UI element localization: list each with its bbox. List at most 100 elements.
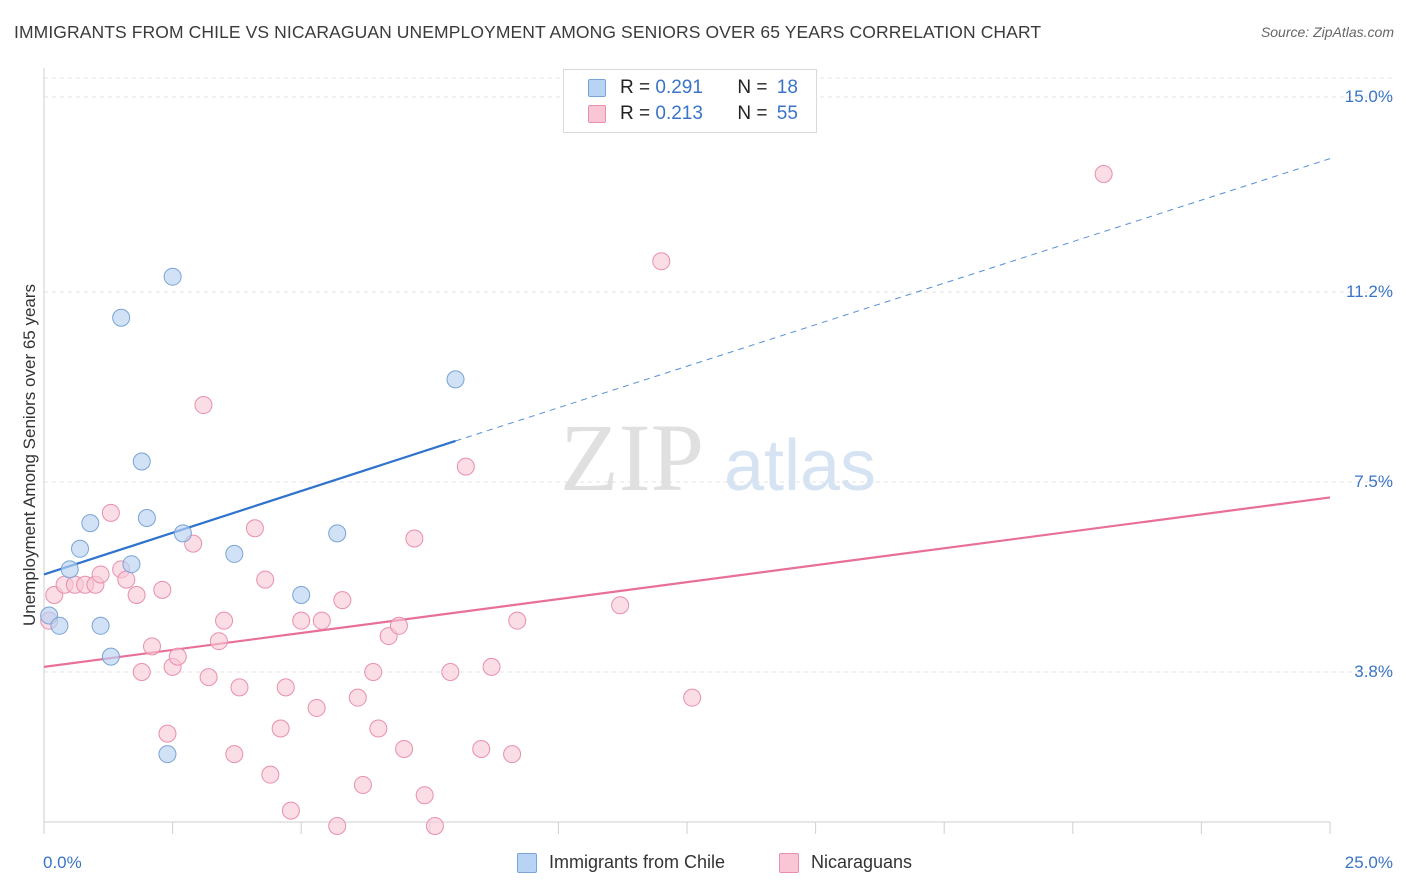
point-nicaraguans [405,529,424,548]
point-nicaraguans [117,570,136,589]
x-tick-label-min: 0.0% [43,853,82,872]
point-nicaraguans [281,801,300,820]
point-nicaraguans [415,786,434,805]
point-nicaraguans [472,740,491,759]
point-nicaraguans [245,519,264,538]
point-nicaraguans [194,396,213,415]
legend-r-value: 0.291 [655,77,703,98]
legend-n-value: 18 [776,77,798,98]
point-nicaraguans [209,632,228,651]
point-chile [112,308,131,327]
point-chile [158,745,177,764]
point-nicaraguans [503,745,522,764]
source-credit: Source: ZipAtlas.com [1260,24,1394,40]
point-chile [446,370,465,389]
legend-label-nicaraguans: Nicaraguans [811,852,913,872]
point-chile [163,267,182,286]
point-nicaraguans [261,765,280,784]
legend-n-label: N = [737,77,773,98]
point-nicaraguans [425,817,444,836]
point-nicaraguans [276,678,295,697]
point-nicaraguans [101,503,120,522]
y-tick-label: 15.0% [1344,87,1393,106]
trend-line-nicaraguans [43,496,1331,668]
point-chile [292,585,311,604]
point-nicaraguans [508,611,527,630]
points-layer [40,165,1113,836]
legend-swatch-pink [588,105,606,123]
y-tick-label: 7.5% [1354,472,1393,492]
y-tick-label: 3.8% [1354,662,1393,681]
point-nicaraguans [456,457,475,476]
point-nicaraguans [307,698,326,717]
legend-r-label: R = [620,103,656,124]
point-nicaraguans [348,688,367,707]
point-nicaraguans [256,570,275,589]
point-nicaraguans [482,657,501,676]
watermark: ZIP atlas [560,404,876,511]
chart-title: IMMIGRANTS FROM CHILE VS NICARAGUAN UNEM… [14,22,1042,42]
legend-item-nicaraguans[interactable]: Nicaraguans [779,852,912,873]
x-tick-label-max: 25.0% [1344,853,1393,872]
point-nicaraguans [389,616,408,635]
point-nicaraguans [158,724,177,743]
legend-r-label: R = [620,77,656,98]
legend-swatch-pink [779,852,799,873]
point-chile [137,508,156,527]
legend-n-label: N = [737,103,773,124]
y-tick-label: 11.2% [1346,282,1393,302]
point-chile [50,616,69,635]
legend-label-chile: Immigrants from Chile [549,852,726,872]
point-nicaraguans [225,745,244,764]
point-chile [173,524,192,543]
point-chile [60,560,79,579]
point-nicaraguans [91,565,110,584]
point-chile [132,452,151,471]
point-nicaraguans [369,719,388,738]
point-nicaraguans [132,663,151,681]
series-legend: Immigrants from Chile Nicaraguans [0,852,1406,876]
point-nicaraguans [312,611,331,630]
point-nicaraguans [611,596,630,615]
point-nicaraguans [230,678,249,697]
point-chile [91,616,110,635]
point-nicaraguans [199,668,218,687]
trend-line-chile [43,439,456,576]
point-nicaraguans [127,585,146,604]
point-nicaraguans [333,591,352,610]
point-chile [101,647,120,666]
point-nicaraguans [1094,165,1113,184]
point-nicaraguans [168,647,187,666]
point-nicaraguans [395,740,414,759]
point-nicaraguans [441,663,460,681]
y-axis-title: Unemployment Among Seniors over 65 years [20,283,39,627]
point-nicaraguans [215,611,234,630]
grid-layer [44,77,1394,673]
legend-row-nicaraguans: R = 0.213 N = 55 [588,102,798,126]
point-chile [225,544,244,563]
trend-line-chile-extension [455,158,1331,442]
point-nicaraguans [153,580,172,599]
legend-item-chile[interactable]: Immigrants from Chile [517,852,725,873]
point-chile [122,555,141,574]
point-nicaraguans [328,817,347,836]
watermark-atlas: atlas [724,426,876,506]
point-nicaraguans [364,663,383,681]
legend-row-chile: R = 0.291 N = 18 [588,76,798,100]
point-nicaraguans [683,688,702,707]
watermark-zip: ZIP [560,404,704,511]
legend-swatch-blue [517,852,537,873]
point-nicaraguans [271,719,290,738]
point-chile [81,514,100,533]
point-chile [71,539,90,558]
point-nicaraguans [353,775,372,794]
point-nicaraguans [143,637,162,656]
correlation-legend: R = 0.291 N = 18 R = 0.213 N = 55 [563,69,817,133]
point-chile [328,524,347,543]
legend-r-value: 0.213 [655,103,703,124]
legend-swatch-blue [588,79,606,97]
point-nicaraguans [652,252,671,271]
point-nicaraguans [292,611,311,630]
legend-n-value: 55 [776,103,798,124]
